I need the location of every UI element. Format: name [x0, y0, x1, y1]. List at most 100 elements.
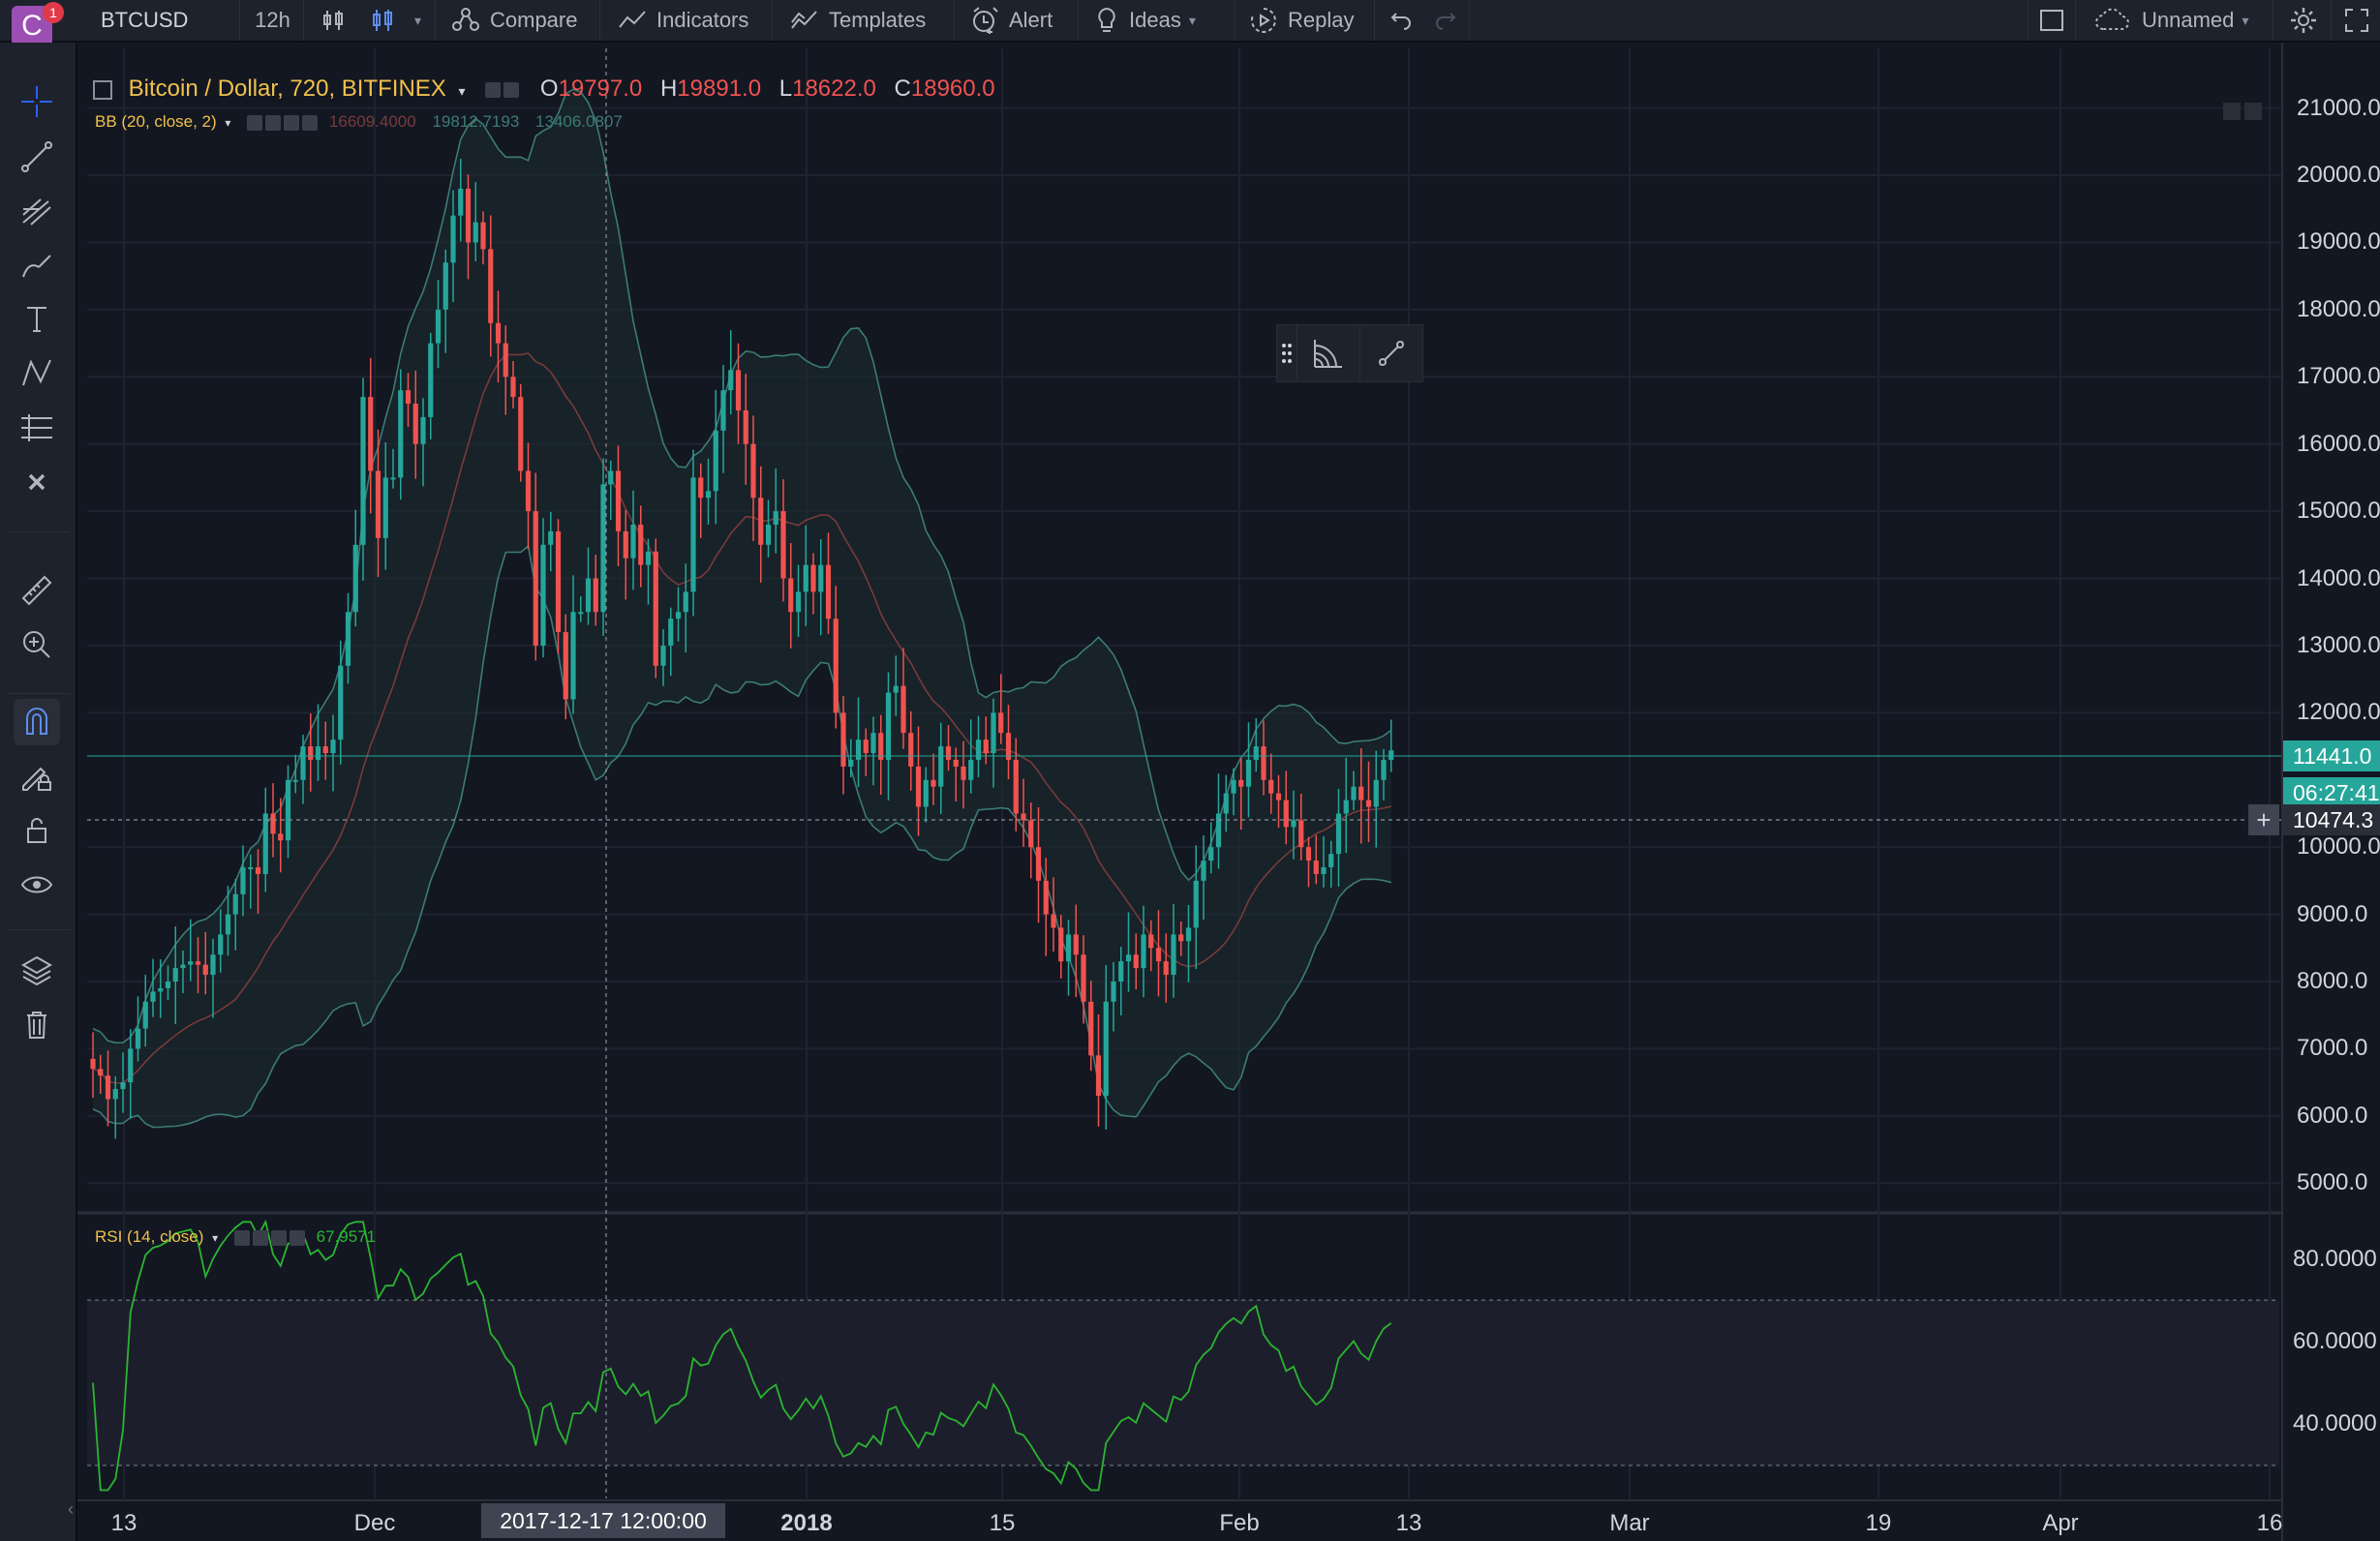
scroll-left-icon[interactable] — [2223, 103, 2241, 120]
price-axis-label: 14000.0 — [2297, 564, 2380, 591]
candle-body — [750, 443, 756, 499]
delete-tool[interactable] — [14, 1001, 60, 1047]
templates-button[interactable]: Templates — [775, 0, 955, 41]
floating-drawing-toolbar[interactable] — [1276, 324, 1423, 382]
crosshair-time-tag: 2017-12-17 12:00:00 — [481, 1503, 725, 1538]
fullscreen-toggle-button[interactable] — [2028, 0, 2076, 41]
line-tool-button[interactable] — [1360, 325, 1422, 381]
candle-body — [863, 740, 869, 753]
rsi-band — [87, 1300, 2279, 1465]
candle-body — [338, 665, 344, 740]
settings-button[interactable] — [2275, 0, 2332, 41]
collapse-legend-icon[interactable] — [93, 79, 112, 100]
candle-body — [1261, 746, 1266, 780]
prediction-tool[interactable] — [14, 405, 60, 451]
candle-body — [803, 564, 809, 592]
compare-button[interactable]: Compare — [438, 0, 600, 41]
candle-body — [578, 612, 584, 615]
drag-handle-icon[interactable] — [1277, 325, 1297, 381]
chevron-down-icon[interactable]: ▾ — [212, 1231, 219, 1245]
candle-body — [218, 934, 224, 955]
rsi-legend[interactable]: RSI (14, close) ▾ 67.9571 — [95, 1227, 377, 1246]
indicators-button[interactable]: Indicators — [602, 0, 773, 41]
candle-body — [1125, 954, 1132, 962]
candle-body — [180, 964, 186, 969]
candle-body — [675, 612, 682, 619]
indicator-action-buttons[interactable] — [247, 112, 320, 131]
candle-body — [555, 530, 562, 633]
candle-body — [773, 511, 778, 525]
scroll-right-icon[interactable] — [2244, 103, 2262, 120]
toolbar-divider — [6, 531, 70, 532]
candle-body — [585, 578, 592, 613]
candle-body — [705, 491, 712, 499]
candle-body — [1051, 914, 1056, 928]
ruler-tool[interactable] — [14, 567, 60, 614]
candle-body — [1021, 813, 1026, 821]
price-axis-label: 16000.0 — [2297, 430, 2380, 457]
stay-in-drawing-mode-tool[interactable] — [14, 753, 60, 800]
alert-button[interactable]: Alert — [957, 0, 1079, 41]
candle-body — [1201, 861, 1206, 881]
bb-upper-value: 13406.0807 — [535, 112, 623, 131]
symbol-legend[interactable]: Bitcoin / Dollar, 720, BITFINEX ▾ O19797… — [93, 76, 995, 103]
rsi-line — [92, 1219, 1392, 1492]
brush-tool[interactable] — [14, 242, 60, 288]
bollinger-bands-legend[interactable]: BB (20, close, 2) ▾ 16609.4000 19812.719… — [95, 112, 623, 131]
legend-action-buttons[interactable] — [485, 76, 522, 102]
countdown-tag: 06:27:41 — [2283, 777, 2380, 808]
candle-body — [428, 343, 434, 417]
interval-button[interactable]: 12h — [242, 0, 304, 41]
indicator-action-buttons[interactable] — [233, 1227, 308, 1246]
hide-drawings-tool[interactable] — [14, 861, 60, 908]
candle-body — [795, 591, 802, 613]
candle-body — [540, 544, 546, 646]
symbol-search-button[interactable]: BTCUSD — [87, 0, 240, 41]
square-icon — [2038, 7, 2065, 34]
object-tree-tool[interactable] — [14, 947, 60, 993]
crosshair-tool[interactable] — [14, 78, 60, 125]
collapse-toolbar-icon[interactable]: ‹ — [68, 1499, 74, 1519]
chart-style-button[interactable]: ▾ — [306, 0, 436, 41]
trend-line-tool[interactable] — [14, 134, 60, 180]
text-tool[interactable] — [14, 296, 60, 343]
bars-icon — [321, 8, 347, 33]
lock-drawings-tool[interactable] — [14, 807, 60, 854]
redo-icon[interactable] — [1433, 10, 1456, 31]
remove-drawings-tool[interactable] — [14, 459, 60, 505]
candle-body — [158, 987, 164, 992]
ideas-button[interactable]: Ideas ▾ — [1081, 0, 1236, 41]
candle-body — [1005, 733, 1012, 760]
candle-body — [623, 530, 628, 559]
candle-body — [278, 833, 284, 841]
pattern-tool[interactable] — [14, 350, 60, 397]
time-axis-label: Dec — [353, 1510, 396, 1536]
candle-body — [450, 215, 456, 263]
templates-icon — [790, 9, 819, 32]
candle-body — [1148, 934, 1154, 949]
magnet-mode-tool[interactable] — [14, 699, 60, 745]
candle-body — [1351, 786, 1357, 801]
replay-button[interactable]: Replay — [1237, 0, 1375, 41]
add-alert-plus-button[interactable]: + — [2248, 804, 2279, 835]
chevron-down-icon: ▾ — [1188, 12, 1196, 28]
layout-save-button[interactable]: Unnamed ▾ — [2078, 0, 2273, 41]
time-axis-label: 15 — [989, 1510, 1016, 1536]
candle-body — [945, 746, 952, 760]
price-chart[interactable] — [77, 43, 2380, 1541]
zoom-tool[interactable] — [14, 621, 60, 668]
layers-icon — [20, 955, 53, 986]
candle-body — [938, 746, 944, 787]
time-axis-label: 13 — [110, 1510, 137, 1536]
maximize-button[interactable] — [2334, 0, 2380, 41]
chevron-down-icon[interactable]: ▾ — [225, 116, 231, 130]
scale-buttons[interactable] — [2223, 103, 2262, 125]
candle-body — [1058, 927, 1064, 962]
price-axis-label: 10000.0 — [2297, 833, 2380, 861]
undo-icon[interactable] — [1390, 10, 1414, 31]
chevron-down-icon[interactable]: ▾ — [458, 83, 466, 99]
pitchfork-tool[interactable] — [14, 188, 60, 234]
fib-tool-button[interactable] — [1297, 325, 1360, 381]
pencil-lock-icon — [22, 767, 51, 791]
candle-body — [382, 477, 388, 538]
